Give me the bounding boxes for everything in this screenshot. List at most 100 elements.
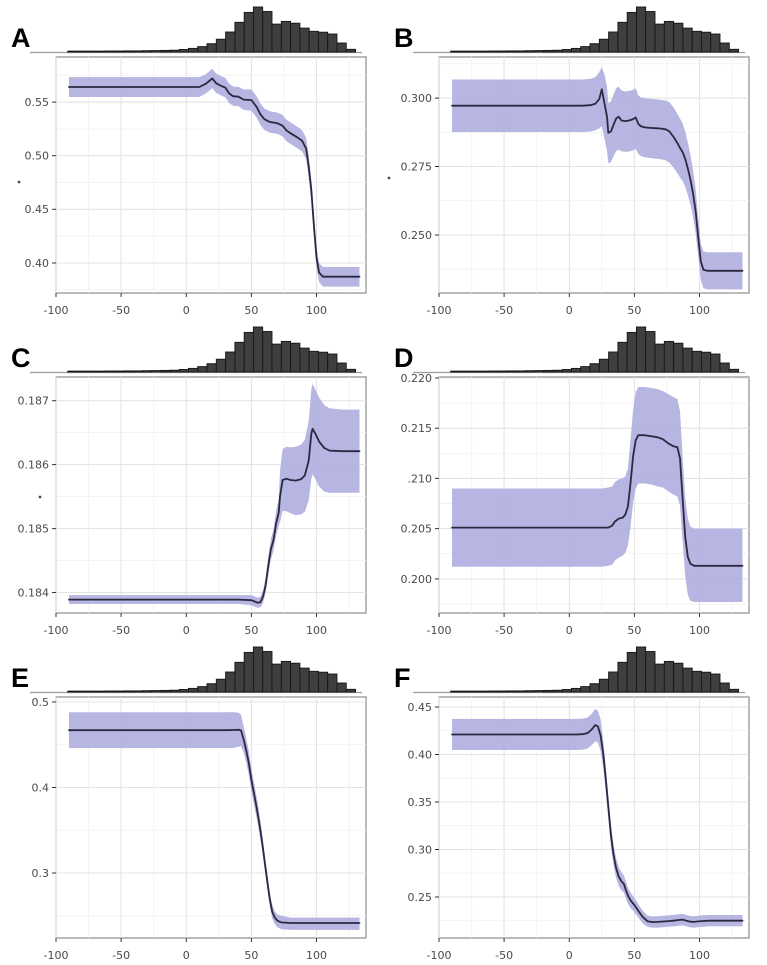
svg-text:50: 50 — [627, 304, 641, 317]
svg-text:0.55: 0.55 — [25, 96, 50, 109]
svg-text:0: 0 — [183, 304, 190, 317]
marginal-histogram — [67, 326, 357, 373]
svg-text:0: 0 — [183, 949, 190, 962]
svg-text:100: 100 — [689, 624, 710, 637]
panel-b-label: B — [394, 23, 414, 53]
svg-text:0.35: 0.35 — [408, 796, 433, 809]
x-axis: -100 -50 0 50 100 — [44, 293, 327, 317]
panel-e: 0.3 0.4 0.5 -100 -50 0 50 100 E — [0, 640, 383, 965]
svg-text:50: 50 — [244, 304, 258, 317]
y-axis: 0.184 0.185 0.186 0.187 — [18, 395, 56, 599]
svg-text:0.300: 0.300 — [401, 92, 433, 105]
y-axis: 0.3 0.4 0.5 — [32, 696, 56, 880]
y-axis-title-mark — [17, 180, 21, 184]
svg-text:50: 50 — [244, 624, 258, 637]
x-axis: -100 -50 0 50 100 — [427, 938, 710, 962]
x-axis: -100 -50 0 50 100 — [44, 938, 327, 962]
trend-line — [68, 728, 361, 924]
x-axis: -100 -50 0 50 100 — [427, 613, 710, 637]
svg-text:0.250: 0.250 — [401, 229, 433, 242]
svg-text:-100: -100 — [427, 949, 452, 962]
svg-text:0.45: 0.45 — [408, 701, 433, 714]
panel-e-label: E — [11, 663, 30, 693]
confidence-band — [452, 387, 743, 602]
trend-line — [68, 77, 361, 278]
grid-major — [55, 697, 366, 938]
panel-e-chart: 0.3 0.4 0.5 -100 -50 0 50 100 — [0, 640, 383, 965]
panel-f-label: F — [394, 663, 411, 693]
panel-c: 0.184 0.185 0.186 0.187 -100 -50 0 50 100 C — [0, 320, 383, 640]
svg-text:0.40: 0.40 — [408, 748, 433, 761]
panel-chart-svg: 0.25 0.30 0.35 0.40 0.45 -100 -50 0 50 100 — [408, 646, 750, 962]
svg-text:0.3: 0.3 — [32, 867, 50, 880]
svg-text:-100: -100 — [427, 624, 452, 637]
svg-text:-100: -100 — [44, 949, 69, 962]
svg-text:0.275: 0.275 — [401, 160, 433, 173]
svg-text:0.200: 0.200 — [401, 573, 433, 586]
marginal-histogram — [67, 646, 357, 693]
trend-line — [451, 434, 744, 567]
svg-text:0.25: 0.25 — [408, 891, 433, 904]
svg-text:0.40: 0.40 — [25, 257, 50, 270]
svg-text:-50: -50 — [112, 949, 130, 962]
svg-text:-50: -50 — [112, 304, 130, 317]
panel-d: 0.200 0.205 .210 0.215 0.220 -100 -50 0 50 100 D — [383, 320, 767, 640]
svg-text:50: 50 — [627, 624, 641, 637]
confidence-band — [452, 67, 743, 290]
svg-text:0.5: 0.5 — [32, 696, 50, 709]
panel-d-label: D — [394, 343, 414, 373]
panel-b-chart: 0.250 0.275 0.300 -100 -50 0 50 100 — [383, 0, 767, 320]
svg-text:0.184: 0.184 — [18, 586, 50, 599]
svg-text:0.185: 0.185 — [18, 522, 50, 535]
panel-a: 0.40 0.45 0.50 0.55 -100 -50 0 50 100 A — [0, 0, 383, 320]
svg-text:.210: .210 — [408, 472, 433, 485]
panel-d-chart: 0.200 0.205 .210 0.215 0.220 -100 -50 0 50 100 — [383, 320, 767, 640]
svg-text:100: 100 — [306, 304, 327, 317]
marginal-histogram — [450, 6, 740, 53]
svg-text:0: 0 — [566, 949, 573, 962]
panel-chart-svg: 0.3 0.4 0.5 -100 -50 0 50 100 — [30, 646, 367, 962]
svg-text:0.186: 0.186 — [18, 458, 50, 471]
svg-text:0.205: 0.205 — [401, 522, 433, 535]
svg-text:0: 0 — [566, 304, 573, 317]
svg-text:0.187: 0.187 — [18, 395, 50, 408]
svg-text:0.30: 0.30 — [408, 843, 433, 856]
confidence-band — [452, 708, 743, 928]
svg-text:100: 100 — [689, 304, 710, 317]
y-axis: 0.40 0.45 0.50 0.55 — [25, 96, 56, 270]
y-axis: 0.200 0.205 .210 0.215 0.220 — [401, 372, 439, 586]
svg-text:-50: -50 — [495, 949, 513, 962]
panel-c-chart: 0.184 0.185 0.186 0.187 -100 -50 0 50 100 — [0, 320, 383, 640]
panel-c-label: C — [11, 343, 31, 373]
marginal-histogram — [450, 326, 740, 373]
panel-chart-svg: 0.200 0.205 .210 0.215 0.220 -100 -50 0 50 100 — [401, 326, 750, 637]
confidence-band — [69, 68, 360, 287]
x-axis: -100 -50 0 50 100 — [427, 293, 710, 317]
trend-line — [68, 427, 361, 604]
y-axis-title-mark — [38, 495, 42, 499]
svg-text:-100: -100 — [427, 304, 452, 317]
panel-a-chart: 0.40 0.45 0.50 0.55 -100 -50 0 50 100 — [0, 0, 383, 320]
svg-text:-100: -100 — [44, 304, 69, 317]
svg-text:0.220: 0.220 — [401, 372, 433, 385]
marginal-histogram — [67, 6, 357, 53]
marginal-histogram — [450, 646, 740, 693]
trend-line — [451, 88, 744, 272]
y-axis: 0.250 0.275 0.300 — [401, 92, 439, 242]
svg-text:0: 0 — [566, 624, 573, 637]
svg-text:0.50: 0.50 — [25, 150, 50, 163]
svg-text:0.215: 0.215 — [401, 422, 433, 435]
panel-chart-svg: 0.250 0.275 0.300 -100 -50 0 50 100 — [387, 6, 750, 317]
panel-b: 0.250 0.275 0.300 -100 -50 0 50 100 B — [383, 0, 767, 320]
panel-chart-svg: 0.40 0.45 0.50 0.55 -100 -50 0 50 100 — [17, 6, 367, 317]
grid-minor — [56, 377, 366, 613]
trend-line — [451, 724, 744, 924]
y-axis: 0.25 0.30 0.35 0.40 0.45 — [408, 701, 439, 904]
panel-a-label: A — [11, 23, 31, 53]
confidence-band — [69, 712, 360, 930]
confidence-band — [69, 384, 360, 608]
y-axis-title-mark — [387, 176, 391, 180]
svg-text:100: 100 — [689, 949, 710, 962]
panel-chart-svg: 0.184 0.185 0.186 0.187 -100 -50 0 50 100 — [18, 326, 367, 637]
